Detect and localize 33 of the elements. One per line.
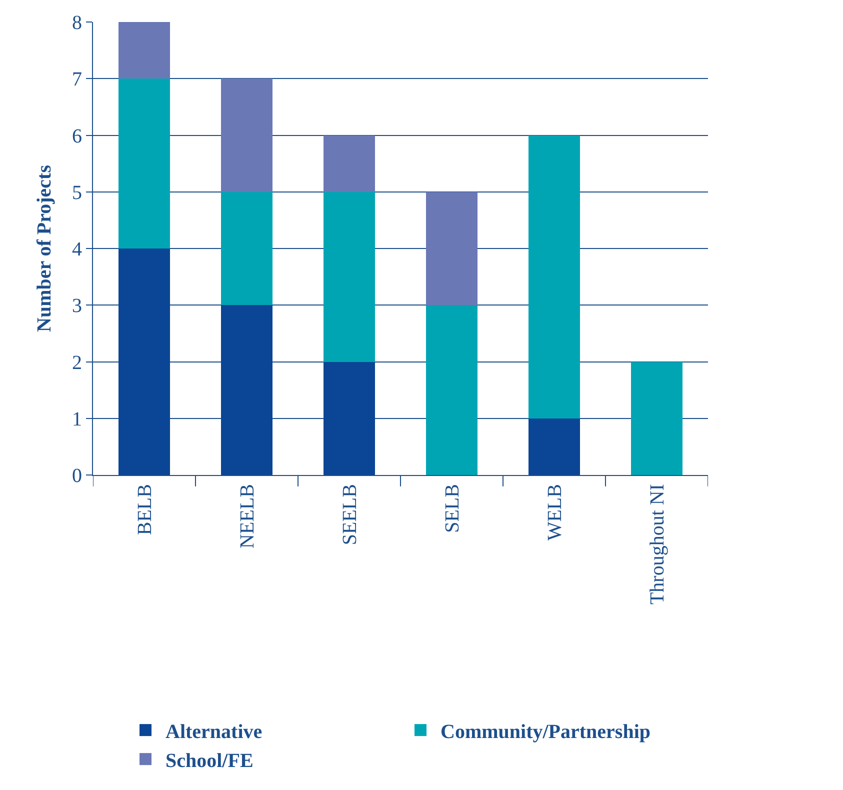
y-axis-title: Number of Projects [34, 164, 56, 332]
bar [118, 22, 170, 79]
y-tick-label: 5 [72, 182, 82, 204]
y-tick-label: 1 [72, 408, 82, 430]
x-tick-label: NEELB [236, 484, 258, 548]
bar [426, 192, 478, 306]
bar [631, 362, 682, 475]
y-tick-label: 7 [72, 68, 82, 91]
x-tick-label: SELB [441, 484, 464, 533]
bar [221, 305, 272, 475]
y-tick-label: 4 [72, 238, 82, 260]
x-tick-label: BELB [134, 484, 156, 536]
x-tick-label: SEELB [338, 484, 361, 546]
y-tick-label: 3 [72, 295, 82, 318]
bar [221, 192, 272, 306]
y-tick-label: 0 [72, 465, 82, 487]
bar [221, 78, 272, 192]
x-tick-label: Throughout NI [646, 484, 668, 605]
y-tick-label: 6 [72, 125, 82, 148]
legend-label: School/FE [166, 750, 254, 772]
x-tick-label: WELB [544, 484, 566, 541]
bar [528, 135, 580, 418]
legend-label: Community/Partnership [440, 720, 650, 743]
bar [118, 248, 170, 475]
y-tick-label: 2 [72, 352, 82, 374]
bar [118, 78, 170, 248]
bar [324, 192, 375, 362]
legend-label: Alternative [166, 720, 262, 743]
bar [426, 305, 478, 475]
bar [324, 135, 375, 192]
bar [324, 362, 375, 475]
y-tick-label: 8 [72, 12, 82, 34]
bar [528, 418, 580, 475]
